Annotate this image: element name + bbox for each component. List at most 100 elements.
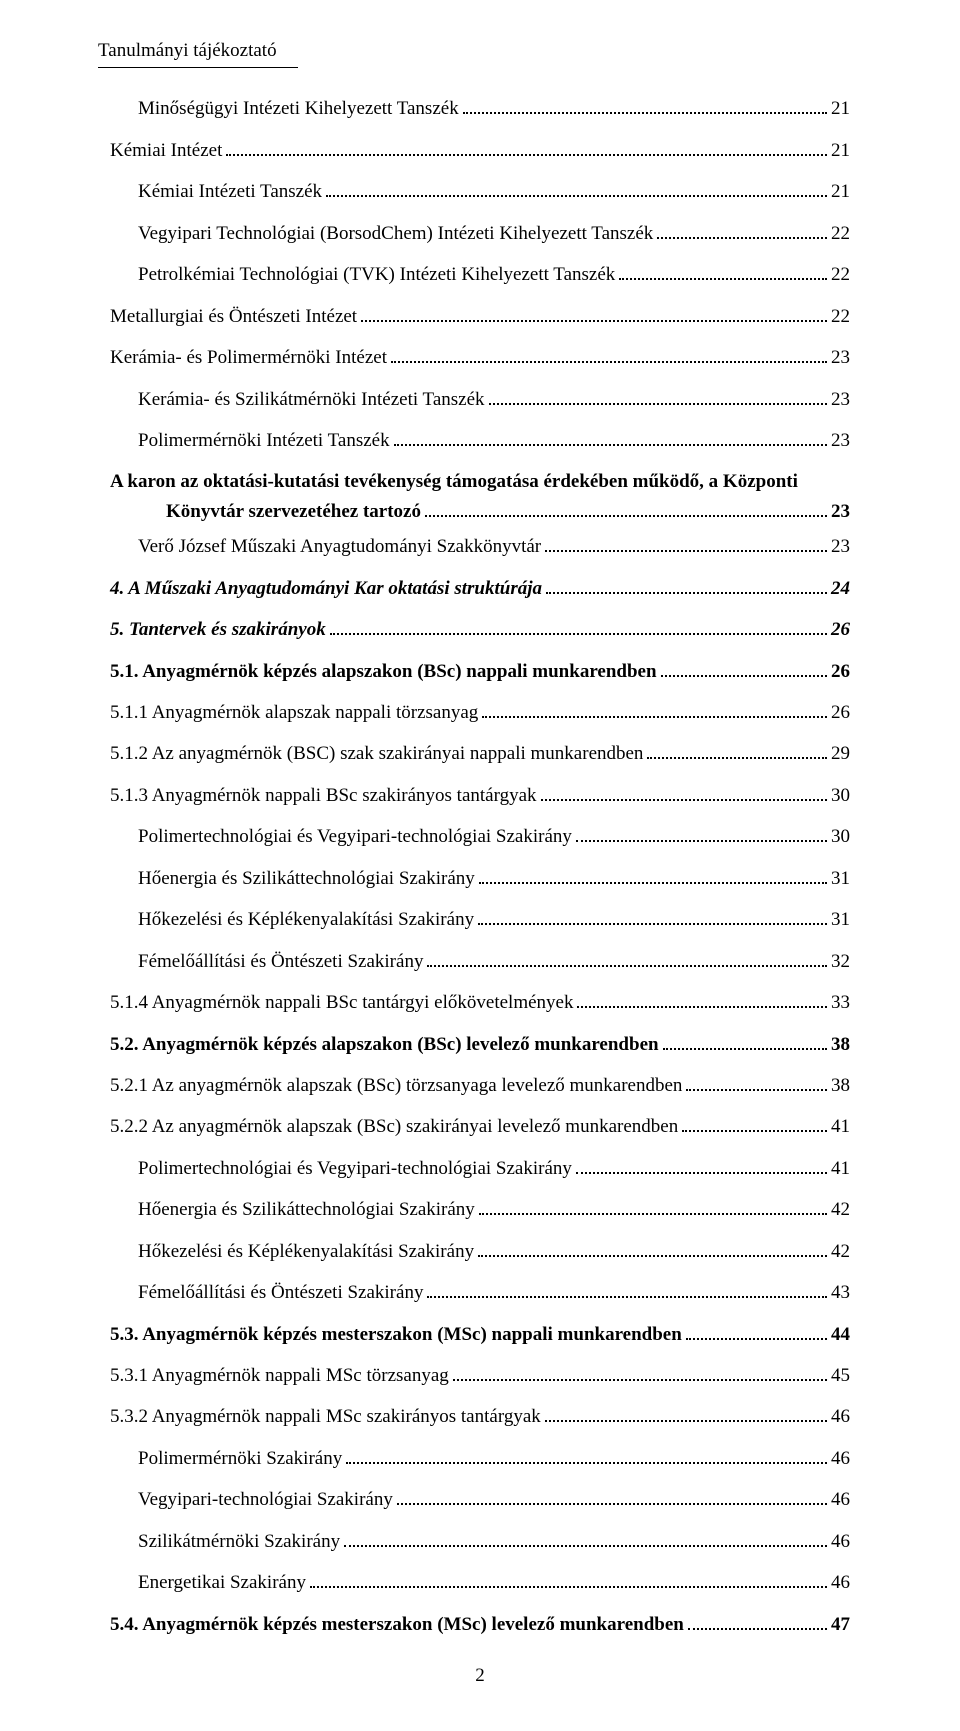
toc-entry-label: 5.1.2 Az anyagmérnök (BSC) szak szakirán…	[110, 739, 643, 768]
toc-leader-dots	[482, 704, 827, 718]
toc-entry-label: 5.2.2 Az anyagmérnök alapszak (BSc) szak…	[110, 1112, 678, 1141]
toc-entry-label: Polimertechnológiai és Vegyipari-technol…	[138, 1154, 572, 1183]
document-page: Tanulmányi tájékoztató Minőségügyi Intéz…	[0, 0, 960, 1731]
toc-block: Verő József Műszaki Anyagtudományi Szakk…	[110, 526, 850, 1645]
toc-leader-dots	[453, 1367, 827, 1381]
toc-leader-dots	[545, 1408, 827, 1422]
toc-entry-page: 46	[831, 1485, 850, 1514]
toc-entry-label: Kerámia- és Polimermérnöki Intézet	[110, 343, 387, 372]
toc-leader-dots	[541, 787, 827, 801]
toc-leader-dots	[686, 1077, 827, 1091]
toc-entry-label: Vegyipari-technológiai Szakirány	[138, 1485, 393, 1514]
toc-entry: 5.1.1 Anyagmérnök alapszak nappali törzs…	[110, 692, 850, 733]
toc-entry-page: 46	[831, 1527, 850, 1556]
toc-entry: Kémiai Intézeti Tanszék 21	[110, 171, 850, 212]
toc-entry-page: 30	[831, 781, 850, 810]
toc-entry-label: Verő József Műszaki Anyagtudományi Szakk…	[138, 532, 541, 561]
toc-entry-label: Hőkezelési és Képlékenyalakítási Szakirá…	[138, 1237, 474, 1266]
toc-entry: Vegyipari-technológiai Szakirány 46	[110, 1479, 850, 1520]
toc-entry-label: Hőkezelési és Képlékenyalakítási Szakirá…	[138, 905, 474, 934]
toc-entry: Petrolkémiai Technológiai (TVK) Intézeti…	[110, 254, 850, 295]
toc-leader-dots	[479, 869, 827, 883]
toc-entry-page: 31	[831, 905, 850, 934]
toc-entry-page: 21	[831, 177, 850, 206]
toc-entry: Polimermérnöki Intézeti Tanszék 23	[110, 420, 850, 461]
toc-entry-page: 26	[831, 615, 850, 644]
toc-entry: 5.2.2 Az anyagmérnök alapszak (BSc) szak…	[110, 1106, 850, 1147]
toc-entry-label: Fémelőállítási és Öntészeti Szakirány	[138, 947, 423, 976]
toc-leader-dots	[682, 1118, 827, 1132]
toc-entry: 5.1. Anyagmérnök képzés alapszakon (BSc)…	[110, 651, 850, 692]
toc-leader-dots	[688, 1615, 827, 1629]
toc-entry-page: 30	[831, 822, 850, 851]
toc-leader-dots	[397, 1491, 827, 1505]
running-header: Tanulmányi tájékoztató	[98, 36, 298, 68]
toc-entry-label: Petrolkémiai Technológiai (TVK) Intézeti…	[138, 260, 615, 289]
toc-entry-label: 5.1.3 Anyagmérnök nappali BSc szakirányo…	[110, 781, 537, 810]
toc-entry: Kémiai Intézet 21	[110, 130, 850, 171]
toc-entry-page: 44	[831, 1320, 850, 1349]
toc-leader-dots	[657, 224, 827, 238]
toc-entry-label: 4. A Műszaki Anyagtudományi Kar oktatási…	[110, 574, 542, 603]
toc-leader-dots	[619, 266, 827, 280]
toc-entry-label: 5.2.1 Az anyagmérnök alapszak (BSc) törz…	[110, 1071, 682, 1100]
toc-entry-page: 42	[831, 1195, 850, 1224]
toc-leader-dots	[577, 994, 827, 1008]
toc-entry-page: 22	[831, 219, 850, 248]
toc-entry: Hőkezelési és Képlékenyalakítási Szakirá…	[110, 899, 850, 940]
toc-leader-dots	[478, 1242, 827, 1256]
toc-paragraph-line2-label: Könyvtár szervezetéhez tartozó	[166, 497, 421, 526]
toc-entry: 5.3.2 Anyagmérnök nappali MSc szakirányo…	[110, 1396, 850, 1437]
toc-entry: Metallurgiai és Öntészeti Intézet 22	[110, 296, 850, 337]
toc-entry: 4. A Műszaki Anyagtudományi Kar oktatási…	[110, 568, 850, 609]
toc-paragraph-line1: A karon az oktatási-kutatási tevékenység…	[110, 467, 798, 496]
toc-leader-dots	[226, 142, 827, 156]
toc-entry: 5. Tantervek és szakirányok 26	[110, 609, 850, 650]
toc-entry-page: 43	[831, 1278, 850, 1307]
toc-leader-dots	[326, 183, 827, 197]
toc-entry: Kerámia- és Polimermérnöki Intézet 23	[110, 337, 850, 378]
toc-leader-dots	[463, 100, 827, 114]
toc-entry: Minőségügyi Intézeti Kihelyezett Tanszék…	[110, 88, 850, 129]
toc-entry-page: 26	[831, 698, 850, 727]
toc-entry-label: Vegyipari Technológiai (BorsodChem) Inté…	[138, 219, 653, 248]
toc-entry: 5.4. Anyagmérnök képzés mesterszakon (MS…	[110, 1604, 850, 1645]
toc-entry: Szilikátmérnöki Szakirány 46	[110, 1521, 850, 1562]
toc-entry-label: 5. Tantervek és szakirányok	[110, 615, 326, 644]
toc-entry-label: Energetikai Szakirány	[138, 1568, 306, 1597]
toc-leader-dots	[661, 662, 827, 676]
toc-paragraph: A karon az oktatási-kutatási tevékenység…	[110, 461, 850, 526]
toc-entry-label: 5.3. Anyagmérnök képzés mesterszakon (MS…	[110, 1320, 682, 1349]
toc-entry-label: 5.4. Anyagmérnök képzés mesterszakon (MS…	[110, 1610, 684, 1639]
toc-entry-page: 29	[831, 739, 850, 768]
toc-entry-label: Polimertechnológiai és Vegyipari-technol…	[138, 822, 572, 851]
toc-entry-page: 24	[831, 574, 850, 603]
toc-entry-page: 32	[831, 947, 850, 976]
toc-entry-label: 5.1.4 Anyagmérnök nappali BSc tantárgyi …	[110, 988, 573, 1017]
toc-entry-page: 47	[831, 1610, 850, 1639]
toc-entry-label: 5.1. Anyagmérnök képzés alapszakon (BSc)…	[110, 657, 657, 686]
toc-entry-page: 23	[831, 343, 850, 372]
toc-entry-page: 23	[831, 532, 850, 561]
toc-entry: Kerámia- és Szilikátmérnöki Intézeti Tan…	[110, 379, 850, 420]
toc-entry-page: 38	[831, 1030, 850, 1059]
toc-entry-page: 23	[831, 385, 850, 414]
toc-leader-dots	[647, 745, 827, 759]
toc-entry: Vegyipari Technológiai (BorsodChem) Inté…	[110, 213, 850, 254]
toc-entry: Hőenergia és Szilikáttechnológiai Szakir…	[110, 1189, 850, 1230]
toc-entry-label: Fémelőállítási és Öntészeti Szakirány	[138, 1278, 423, 1307]
toc-entry-page: 21	[831, 136, 850, 165]
toc-entry-label: Minőségügyi Intézeti Kihelyezett Tanszék	[138, 94, 459, 123]
toc-entry: Fémelőállítási és Öntészeti Szakirány 43	[110, 1272, 850, 1313]
toc-block: Minőségügyi Intézeti Kihelyezett Tanszék…	[110, 88, 850, 461]
toc-entry: 5.3.1 Anyagmérnök nappali MSc törzsanyag…	[110, 1355, 850, 1396]
toc-entry-page: 38	[831, 1071, 850, 1100]
toc-entry: 5.2.1 Az anyagmérnök alapszak (BSc) törz…	[110, 1065, 850, 1106]
toc-entry-page: 41	[831, 1154, 850, 1183]
toc-entry-page: 41	[831, 1112, 850, 1141]
toc-entry-page: 46	[831, 1568, 850, 1597]
toc-entry-label: Kerámia- és Szilikátmérnöki Intézeti Tan…	[138, 385, 485, 414]
toc-entry-page: 42	[831, 1237, 850, 1266]
toc-entry: 5.1.2 Az anyagmérnök (BSC) szak szakirán…	[110, 733, 850, 774]
toc-entry: 5.1.4 Anyagmérnök nappali BSc tantárgyi …	[110, 982, 850, 1023]
